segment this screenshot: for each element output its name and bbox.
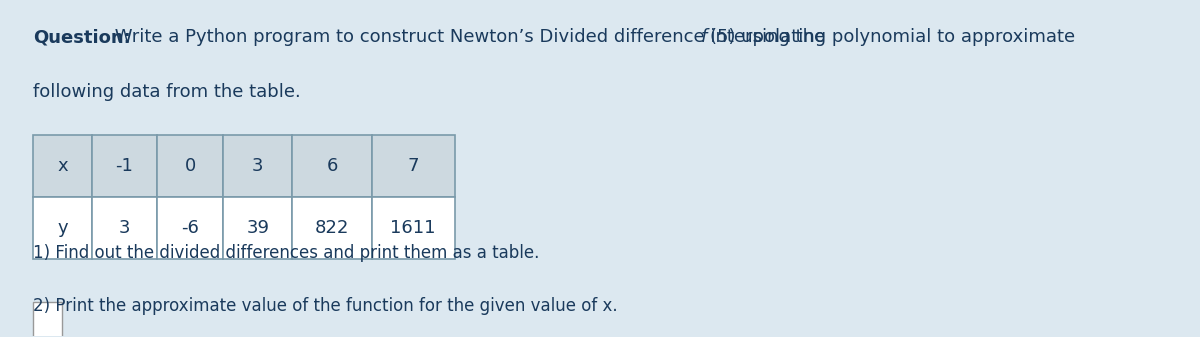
Text: following data from the table.: following data from the table. bbox=[34, 83, 301, 101]
Text: 6: 6 bbox=[326, 157, 337, 175]
FancyBboxPatch shape bbox=[293, 135, 372, 197]
Text: (5) using the: (5) using the bbox=[710, 28, 826, 46]
Text: 0: 0 bbox=[185, 157, 196, 175]
Text: 39: 39 bbox=[246, 219, 269, 237]
FancyBboxPatch shape bbox=[157, 135, 223, 197]
FancyBboxPatch shape bbox=[34, 135, 91, 197]
FancyBboxPatch shape bbox=[223, 197, 293, 259]
Text: 2) Print the approximate value of the function for the given value of x.: 2) Print the approximate value of the fu… bbox=[34, 297, 618, 315]
Text: 1611: 1611 bbox=[390, 219, 436, 237]
FancyBboxPatch shape bbox=[372, 135, 455, 197]
Text: 1) Find out the divided differences and print them as a table.: 1) Find out the divided differences and … bbox=[34, 244, 540, 262]
FancyBboxPatch shape bbox=[91, 197, 157, 259]
FancyBboxPatch shape bbox=[34, 302, 62, 337]
FancyBboxPatch shape bbox=[223, 135, 293, 197]
Text: f: f bbox=[701, 28, 707, 46]
Text: 3: 3 bbox=[252, 157, 264, 175]
Text: Question:: Question: bbox=[34, 28, 131, 46]
FancyBboxPatch shape bbox=[34, 197, 91, 259]
Text: 822: 822 bbox=[314, 219, 349, 237]
FancyBboxPatch shape bbox=[157, 197, 223, 259]
Text: -1: -1 bbox=[115, 157, 133, 175]
FancyBboxPatch shape bbox=[91, 135, 157, 197]
FancyBboxPatch shape bbox=[372, 197, 455, 259]
FancyBboxPatch shape bbox=[293, 197, 372, 259]
Text: -6: -6 bbox=[181, 219, 199, 237]
Text: 7: 7 bbox=[408, 157, 419, 175]
Text: Write a Python program to construct Newton’s Divided difference interpolating po: Write a Python program to construct Newt… bbox=[108, 28, 1080, 46]
Text: y: y bbox=[58, 219, 67, 237]
Text: x: x bbox=[58, 157, 67, 175]
Text: 3: 3 bbox=[119, 219, 131, 237]
